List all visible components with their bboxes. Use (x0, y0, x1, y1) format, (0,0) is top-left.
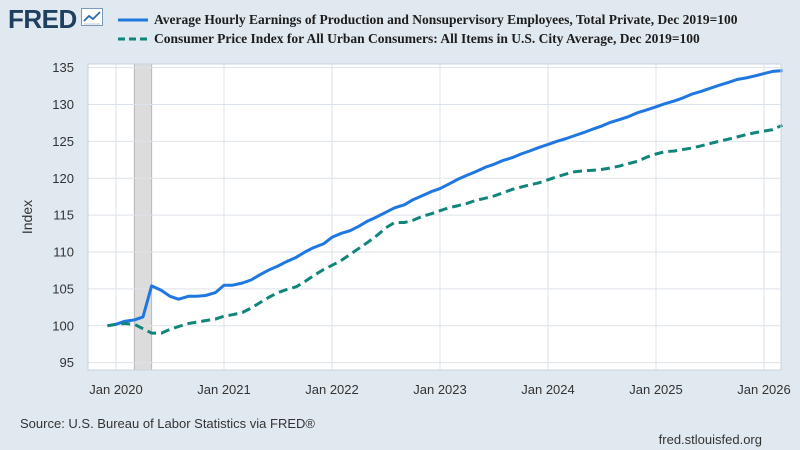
series-line-cpi (107, 123, 784, 335)
x-tick-label: Jan 2022 (305, 382, 359, 397)
plot-frame (87, 63, 782, 371)
source-note: Source: U.S. Bureau of Labor Statistics … (20, 416, 315, 431)
legend-label-cpi: Consumer Price Index for All Urban Consu… (154, 30, 700, 46)
y-tick-label: 95 (60, 355, 74, 370)
x-tick-label: Jan 2026 (737, 382, 791, 397)
chart-line-icon (80, 7, 103, 31)
y-tick-label: 130 (52, 97, 74, 112)
fred-logo[interactable]: FRED (8, 6, 103, 32)
series-line-earnings (107, 69, 783, 328)
fred-logo-text: FRED (8, 4, 77, 34)
y-axis-title: Index (19, 200, 35, 234)
y-tick-label: 115 (53, 208, 74, 223)
y-tick-label: 105 (52, 281, 74, 296)
y-tick-label: 100 (52, 318, 74, 333)
y-tick-label: 135 (52, 60, 74, 75)
chart-legend: Average Hourly Earnings of Production an… (118, 10, 738, 48)
y-tick-label: 110 (53, 245, 74, 260)
y-tick-label: 125 (52, 134, 74, 149)
x-tick-label: Jan 2025 (629, 382, 683, 397)
plot-area (88, 64, 781, 370)
x-tick-label: Jan 2021 (197, 382, 251, 397)
legend-item-earnings[interactable]: Average Hourly Earnings of Production an… (118, 10, 738, 29)
legend-swatch-dashed (118, 37, 148, 40)
site-url[interactable]: fred.stlouisfed.org (658, 432, 762, 447)
x-tick-label: Jan 2024 (521, 382, 575, 397)
y-tick-label: 120 (52, 171, 74, 186)
x-tick-label: Jan 2023 (413, 382, 467, 397)
x-tick-label: Jan 2020 (89, 382, 143, 397)
legend-swatch-solid (118, 18, 148, 21)
legend-item-cpi[interactable]: Consumer Price Index for All Urban Consu… (118, 29, 738, 48)
legend-label-earnings: Average Hourly Earnings of Production an… (154, 11, 738, 27)
